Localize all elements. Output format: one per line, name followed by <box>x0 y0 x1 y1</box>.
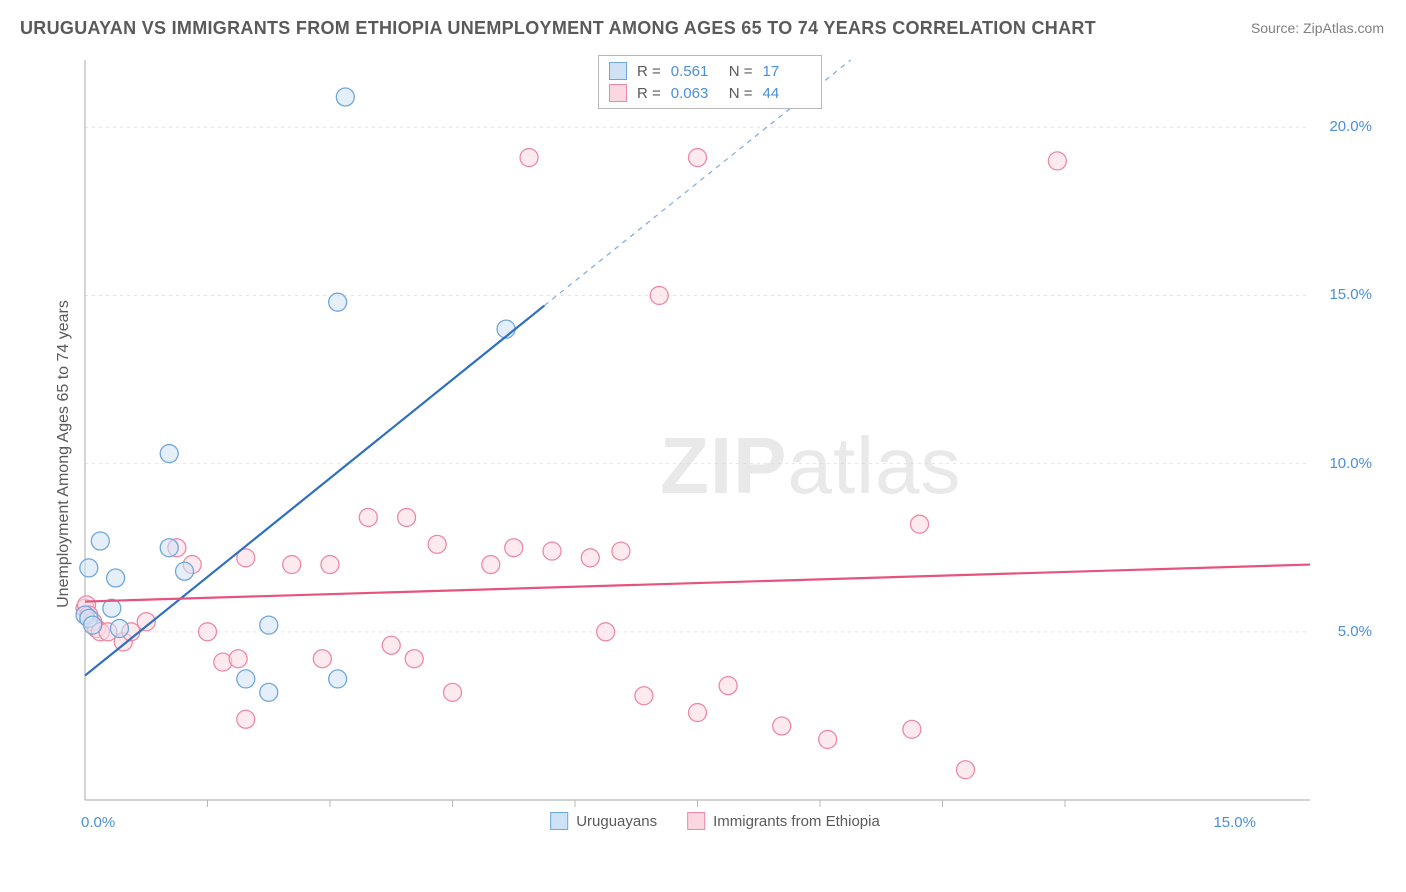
legend-item: Immigrants from Ethiopia <box>687 812 880 830</box>
swatch-series-1 <box>550 812 568 830</box>
chart-canvas <box>50 50 1380 840</box>
source-prefix: Source: <box>1251 20 1303 36</box>
legend-item: Uruguayans <box>550 812 657 830</box>
y-tick-label: 15.0% <box>1329 286 1372 303</box>
n-value: 17 <box>763 63 811 80</box>
chart-title: URUGUAYAN VS IMMIGRANTS FROM ETHIOPIA UN… <box>20 18 1096 39</box>
legend-label: Uruguayans <box>576 813 657 830</box>
legend-row: R = 0.561 N = 17 <box>609 60 811 82</box>
r-label: R = <box>637 63 661 80</box>
r-label: R = <box>637 85 661 102</box>
n-value: 44 <box>763 85 811 102</box>
y-axis-label: Unemployment Among Ages 65 to 74 years <box>55 300 73 608</box>
scatter-plot: Unemployment Among Ages 65 to 74 years Z… <box>50 50 1380 840</box>
r-value: 0.561 <box>671 63 719 80</box>
x-tick-label: 15.0% <box>1213 814 1256 831</box>
swatch-series-1 <box>609 62 627 80</box>
y-tick-label: 10.0% <box>1329 455 1372 472</box>
legend-row: R = 0.063 N = 44 <box>609 82 811 104</box>
n-label: N = <box>729 85 753 102</box>
y-tick-label: 5.0% <box>1338 623 1372 640</box>
r-value: 0.063 <box>671 85 719 102</box>
legend-label: Immigrants from Ethiopia <box>713 813 880 830</box>
swatch-series-2 <box>609 84 627 102</box>
correlation-legend: R = 0.561 N = 17 R = 0.063 N = 44 <box>598 55 822 109</box>
x-tick-label: 0.0% <box>81 814 115 831</box>
source-credit: Source: ZipAtlas.com <box>1251 20 1384 36</box>
n-label: N = <box>729 63 753 80</box>
swatch-series-2 <box>687 812 705 830</box>
source-link[interactable]: ZipAtlas.com <box>1303 20 1384 36</box>
y-tick-label: 20.0% <box>1329 118 1372 135</box>
series-legend: Uruguayans Immigrants from Ethiopia <box>550 812 880 830</box>
